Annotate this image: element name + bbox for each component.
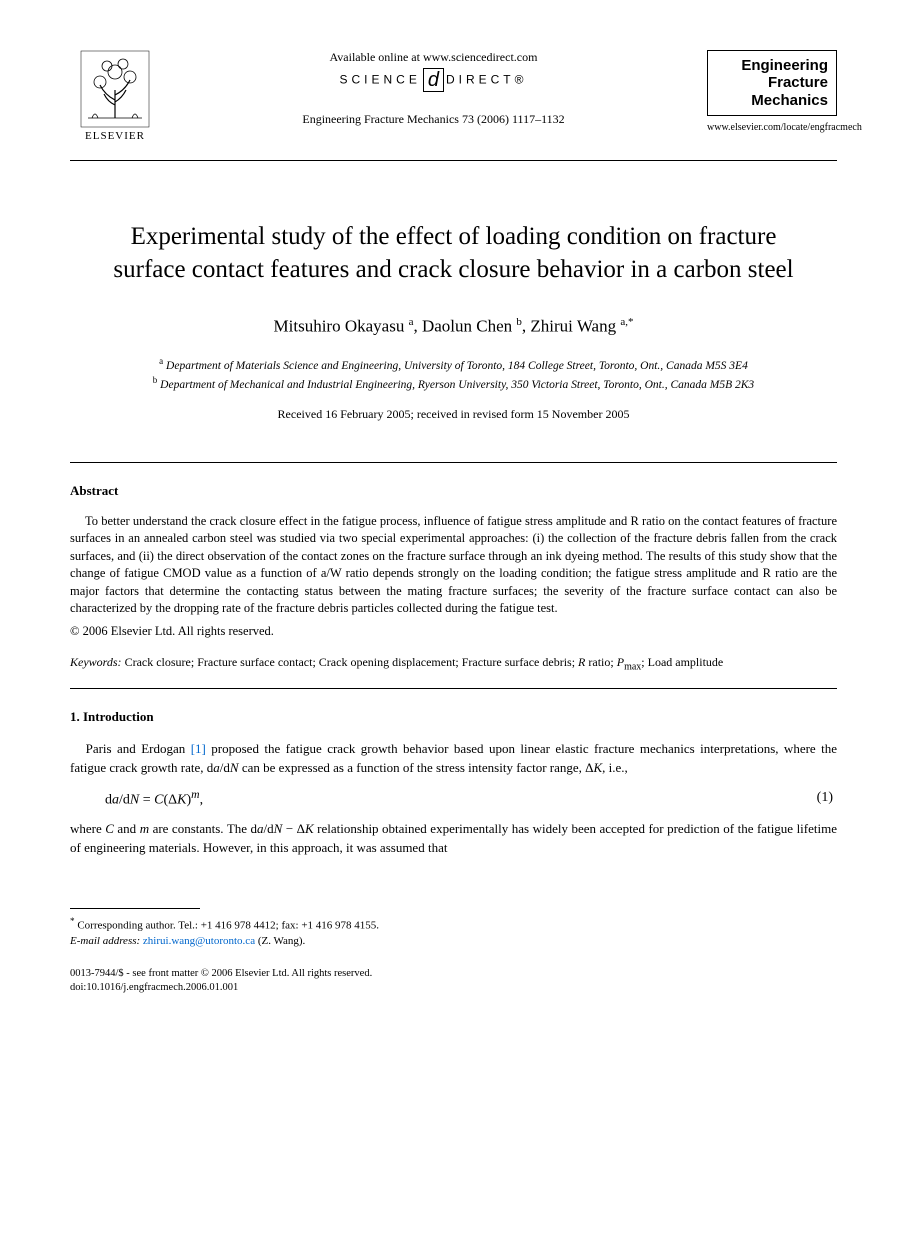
author-1-affil: a — [409, 316, 414, 328]
author-1: Mitsuhiro Okayasu — [274, 317, 405, 336]
keywords-text: Crack closure; Fracture surface contact;… — [125, 655, 724, 669]
journal-name-line1: Engineering — [716, 57, 828, 74]
journal-url: www.elsevier.com/locate/engfracmech — [707, 122, 837, 133]
journal-reference: Engineering Fracture Mechanics 73 (2006)… — [180, 112, 687, 127]
received-dates: Received 16 February 2005; received in r… — [70, 407, 837, 422]
affil-b-text: Department of Mechanical and Industrial … — [160, 378, 754, 390]
author-2-affil: b — [516, 316, 522, 328]
intro-p1-pre: Paris and Erdogan — [86, 741, 191, 756]
email-address[interactable]: zhirui.wang@utoronto.ca — [143, 935, 255, 947]
author-3: Zhirui Wang — [530, 317, 616, 336]
footnote-rule — [70, 908, 200, 909]
intro-paragraph-2: where C and m are constants. The da/dN −… — [70, 819, 837, 858]
equation-number: (1) — [817, 790, 837, 806]
sd-left: SCIENCE — [340, 73, 421, 87]
equation-1: da/dN = C(ΔK)m, (1) — [105, 788, 837, 809]
header-row: ELSEVIER Available online at www.science… — [70, 50, 837, 150]
sd-right: DIRECT® — [446, 73, 528, 87]
footnote-block: * Corresponding author. Tel.: +1 416 978… — [70, 915, 837, 949]
journal-logo-block: Engineering Fracture Mechanics www.elsev… — [707, 50, 837, 133]
elsevier-tree-icon — [80, 50, 150, 128]
affil-a-text: Department of Materials Science and Engi… — [166, 359, 748, 371]
ref-link-1[interactable]: [1] — [191, 741, 206, 756]
paper-page: ELSEVIER Available online at www.science… — [0, 0, 907, 1054]
author-2: Daolun Chen — [422, 317, 512, 336]
sd-at-icon: d — [423, 68, 444, 92]
affil-a-sup: a — [159, 356, 163, 366]
abstract-copyright: © 2006 Elsevier Ltd. All rights reserved… — [70, 624, 837, 639]
footer-info: 0013-7944/$ - see front matter © 2006 El… — [70, 967, 837, 994]
journal-name-line3: Mechanics — [716, 92, 828, 109]
elsevier-logo: ELSEVIER — [70, 50, 160, 150]
center-header: Available online at www.sciencedirect.co… — [160, 50, 707, 127]
email-who: (Z. Wang). — [258, 935, 305, 947]
doi-line: doi:10.1016/j.engfracmech.2006.01.001 — [70, 981, 837, 995]
affiliations: a Department of Materials Science and En… — [120, 355, 787, 393]
corr-author-text: Corresponding author. Tel.: +1 416 978 4… — [77, 919, 379, 931]
elsevier-label: ELSEVIER — [70, 130, 160, 142]
paper-title: Experimental study of the effect of load… — [110, 221, 797, 286]
journal-logo-box: Engineering Fracture Mechanics — [707, 50, 837, 116]
front-matter-line: 0013-7944/$ - see front matter © 2006 El… — [70, 967, 837, 981]
sciencedirect-logo: SCIENCEdDIRECT® — [180, 69, 687, 92]
journal-name-line2: Fracture — [716, 74, 828, 91]
abstract-bottom-rule — [70, 688, 837, 689]
email-line: E-mail address: zhirui.wang@utoronto.ca … — [70, 934, 837, 949]
abstract-body: To better understand the crack closure e… — [70, 514, 837, 616]
corresponding-author: * Corresponding author. Tel.: +1 416 978… — [70, 915, 837, 934]
abstract-heading: Abstract — [70, 483, 837, 499]
author-3-affil: a,* — [620, 316, 633, 328]
available-online-text: Available online at www.sciencedirect.co… — [180, 50, 687, 65]
authors-line: Mitsuhiro Okayasu a, Daolun Chen b, Zhir… — [70, 316, 837, 337]
affil-b-sup: b — [153, 375, 158, 385]
keywords-line: Keywords: Crack closure; Fracture surfac… — [70, 655, 837, 672]
email-label: E-mail address: — [70, 935, 140, 947]
intro-paragraph-1: Paris and Erdogan [1] proposed the fatig… — [70, 739, 837, 778]
abstract-text: To better understand the crack closure e… — [70, 513, 837, 618]
keywords-label: Keywords: — [70, 655, 122, 669]
equation-body: da/dN = C(ΔK)m, — [105, 788, 203, 809]
abstract-top-rule — [70, 462, 837, 463]
introduction-heading: 1. Introduction — [70, 709, 837, 725]
header-rule — [70, 160, 837, 161]
